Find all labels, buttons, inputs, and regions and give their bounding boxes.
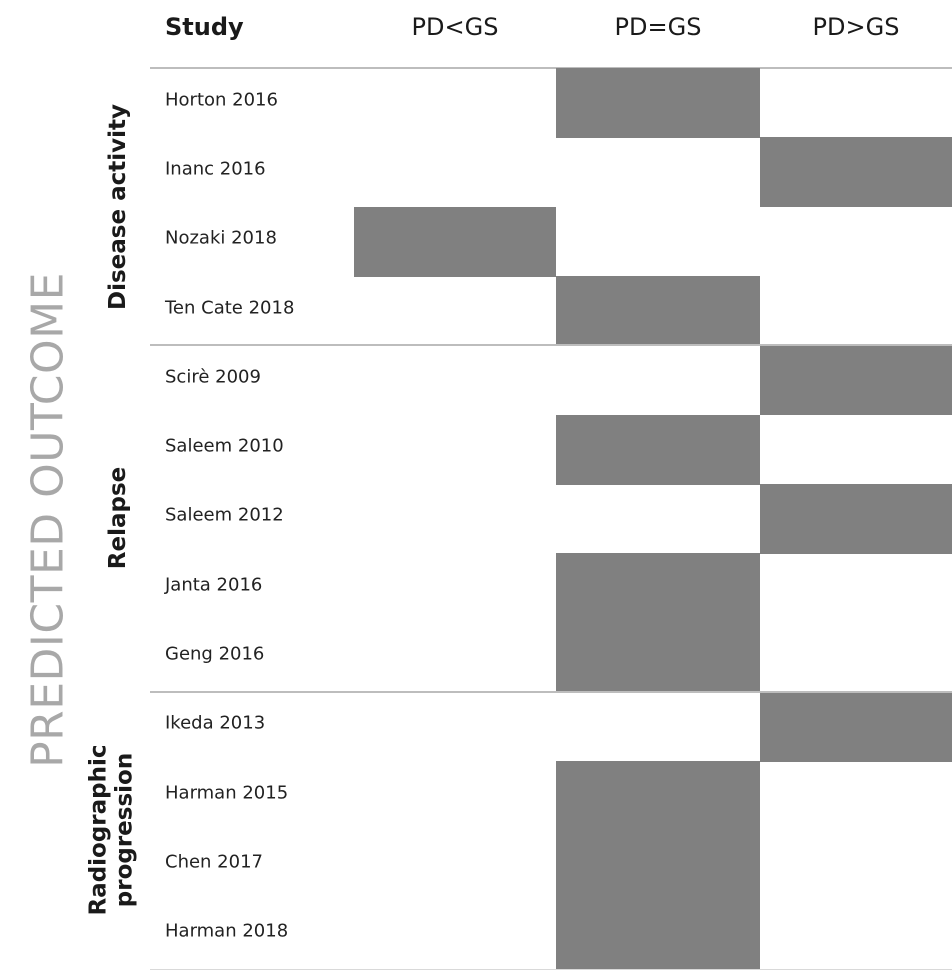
group-divider: [150, 344, 952, 347]
outcome-cell: [556, 830, 760, 901]
study-label: Inanc 2016: [165, 158, 266, 180]
study-label: Harman 2015: [165, 782, 289, 804]
study-label: Chen 2017: [165, 851, 263, 873]
study-label: Nozaki 2018: [165, 227, 277, 249]
study-label: Janta 2016: [165, 574, 263, 596]
study-label: Ten Cate 2018: [165, 297, 295, 319]
outcome-cell: [556, 275, 760, 346]
study-label: Saleem 2012: [165, 504, 284, 526]
study-column-header: Study: [165, 13, 244, 41]
study-label: Ikeda 2013: [165, 712, 266, 734]
predicted-outcome-title: PREDICTED OUTCOME: [22, 272, 74, 768]
outcome-cell: [556, 622, 760, 693]
outcome-cell: [556, 414, 760, 485]
group-label: Radiographic progression: [85, 744, 138, 916]
group-divider: [150, 690, 952, 693]
outcome-cell: [556, 68, 760, 138]
study-label: Scirè 2009: [165, 366, 261, 388]
column-header-1: PD=GS: [614, 13, 702, 41]
table-bottom-border: [150, 969, 952, 970]
outcome-cell: [760, 483, 952, 554]
study-label: Saleem 2010: [165, 435, 284, 457]
outcome-cell: [760, 691, 952, 762]
header-divider: [150, 67, 952, 69]
outcome-cell: [556, 553, 760, 624]
study-label: Geng 2016: [165, 643, 265, 665]
outcome-cell: [354, 206, 556, 277]
study-label: Horton 2016: [165, 89, 278, 111]
outcome-cell: [556, 761, 760, 831]
column-header-0: PD<GS: [411, 13, 499, 41]
study-label: Harman 2018: [165, 920, 289, 942]
group-label: Disease activity: [104, 103, 131, 310]
outcome-cell: [760, 345, 952, 416]
group-label: Relapse: [104, 467, 131, 570]
outcome-cell: [760, 137, 952, 208]
column-header-2: PD>GS: [812, 13, 900, 41]
outcome-cell: [556, 899, 760, 970]
